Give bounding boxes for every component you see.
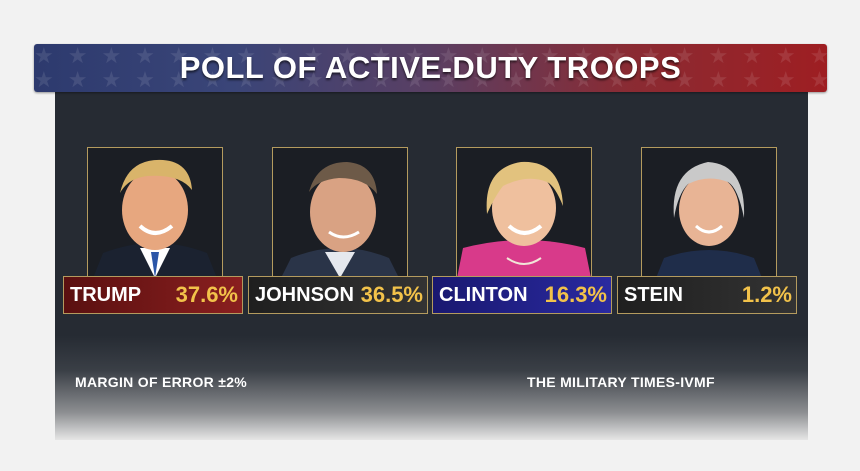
candidate-card-clinton: CLINTON 16.3% xyxy=(432,147,614,317)
page-title: POLL OF ACTIVE-DUTY TROOPS xyxy=(179,50,682,85)
candidate-label-trump: TRUMP 37.6% xyxy=(63,276,243,314)
candidate-name: JOHNSON xyxy=(255,283,354,306)
stars-decoration: ★★★★★★★★★★★★★★★★★★★★★★★ ★★★★★★★★★★★★★★★★★… xyxy=(34,44,827,92)
candidate-label-stein: STEIN 1.2% xyxy=(617,276,797,314)
candidate-name: TRUMP xyxy=(70,283,142,306)
margin-of-error: MARGIN OF ERROR ±2% xyxy=(75,374,248,390)
poll-source: THE MILITARY TIMES-IVMF xyxy=(527,374,715,390)
candidate-photo-johnson xyxy=(272,147,408,279)
candidate-card-stein: STEIN 1.2% xyxy=(617,147,799,317)
title-banner: ★★★★★★★★★★★★★★★★★★★★★★★ ★★★★★★★★★★★★★★★★★… xyxy=(34,44,827,92)
candidate-percent: 37.6% xyxy=(175,282,238,307)
candidate-name: CLINTON xyxy=(439,283,528,306)
candidate-percent: 1.2% xyxy=(741,282,792,307)
candidate-percent: 36.5% xyxy=(360,282,423,307)
candidate-card-johnson: JOHNSON 36.5% xyxy=(248,147,430,317)
candidate-photo-clinton xyxy=(456,147,592,279)
candidate-label-johnson: JOHNSON 36.5% xyxy=(248,276,428,314)
candidate-label-clinton: CLINTON 16.3% xyxy=(432,276,612,314)
candidate-photo-stein xyxy=(641,147,777,279)
candidate-name: STEIN xyxy=(624,283,683,306)
candidate-card-trump: TRUMP 37.6% xyxy=(63,147,245,317)
candidate-photo-trump xyxy=(87,147,223,279)
candidate-percent: 16.3% xyxy=(544,282,607,307)
